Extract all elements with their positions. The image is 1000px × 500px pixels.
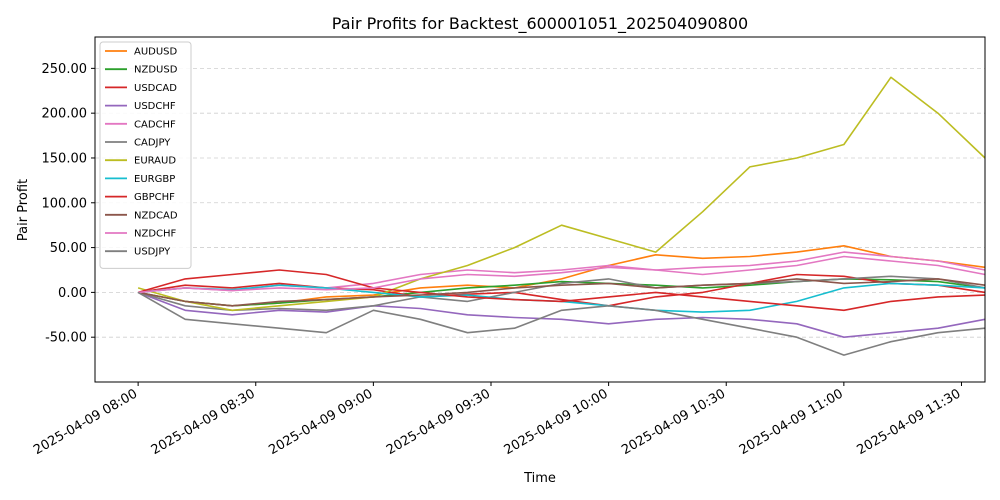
plot-frame <box>94 36 986 383</box>
legend-label: GBPCHF <box>134 192 175 203</box>
legend-label: CADJPY <box>134 138 171 149</box>
series-line-cadjpy <box>137 275 986 312</box>
y-axis-title: Pair Profit <box>16 179 31 241</box>
legend-label: USDJPY <box>134 247 171 258</box>
series-line-nzdcad <box>137 278 986 307</box>
legend: AUDUSD NZDUSD USDCAD USDCHF CADCHF CADJPY EURA… <box>99 41 192 269</box>
y-tick-label: 150.00 <box>42 151 88 166</box>
series-line-usdchf <box>137 291 986 339</box>
legend-label: CADCHF <box>134 119 176 130</box>
series-line-usdjpy <box>137 291 986 356</box>
legend-label: AUDUSD <box>134 47 178 58</box>
series-line-gbpchf <box>137 269 986 312</box>
series-line-euraud <box>137 76 986 312</box>
x-axis-title: Time <box>523 471 556 486</box>
legend-label: NZDCHF <box>134 229 177 240</box>
series-lines <box>137 76 986 356</box>
series-line-usdcad <box>137 273 986 307</box>
legend-label: NZDUSD <box>134 65 178 76</box>
y-tick-label: 200.00 <box>42 107 88 122</box>
y-tick-label: 250.00 <box>42 62 88 77</box>
legend-label: EURAUD <box>134 156 176 167</box>
legend-label: USDCHF <box>134 101 176 112</box>
y-tick-label: -50.00 <box>45 331 87 346</box>
y-tick-label: 0.00 <box>58 286 87 301</box>
legend-label: NZDCAD <box>134 210 178 221</box>
y-tick-label: 100.00 <box>42 196 88 211</box>
y-tick-label: 50.00 <box>50 241 87 256</box>
y-axis: -50.00 0.00 50.00 100.00 150.00 200.00 250.00 <box>42 62 95 346</box>
grid-lines <box>95 67 985 338</box>
legend-box <box>99 41 192 269</box>
legend-label: USDCAD <box>134 83 177 94</box>
legend-label: EURGBP <box>134 174 175 185</box>
series-line-nzdchf <box>138 255 986 294</box>
chart-title: Pair Profits for Backtest_600001051_2025… <box>332 14 748 34</box>
